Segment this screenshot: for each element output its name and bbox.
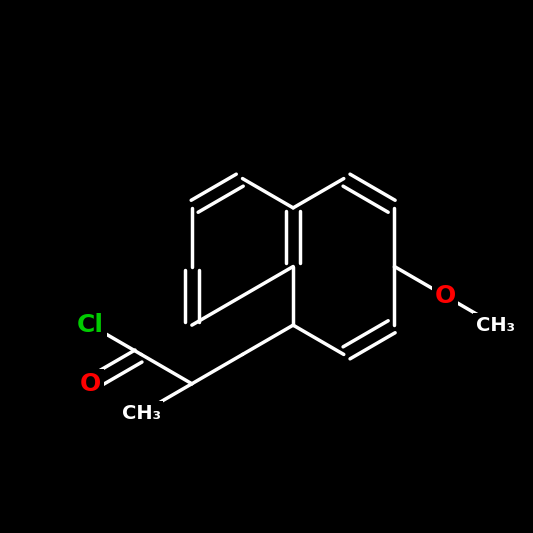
Text: O: O [434, 284, 456, 308]
Text: Cl: Cl [77, 313, 104, 337]
Text: CH₃: CH₃ [122, 403, 161, 423]
Text: O: O [434, 284, 456, 308]
Text: Cl: Cl [77, 313, 104, 337]
Text: CH₃: CH₃ [476, 316, 515, 335]
Text: CH₃: CH₃ [122, 403, 161, 423]
Text: CH₃: CH₃ [476, 316, 515, 335]
Text: O: O [80, 372, 101, 396]
Text: O: O [80, 372, 101, 396]
